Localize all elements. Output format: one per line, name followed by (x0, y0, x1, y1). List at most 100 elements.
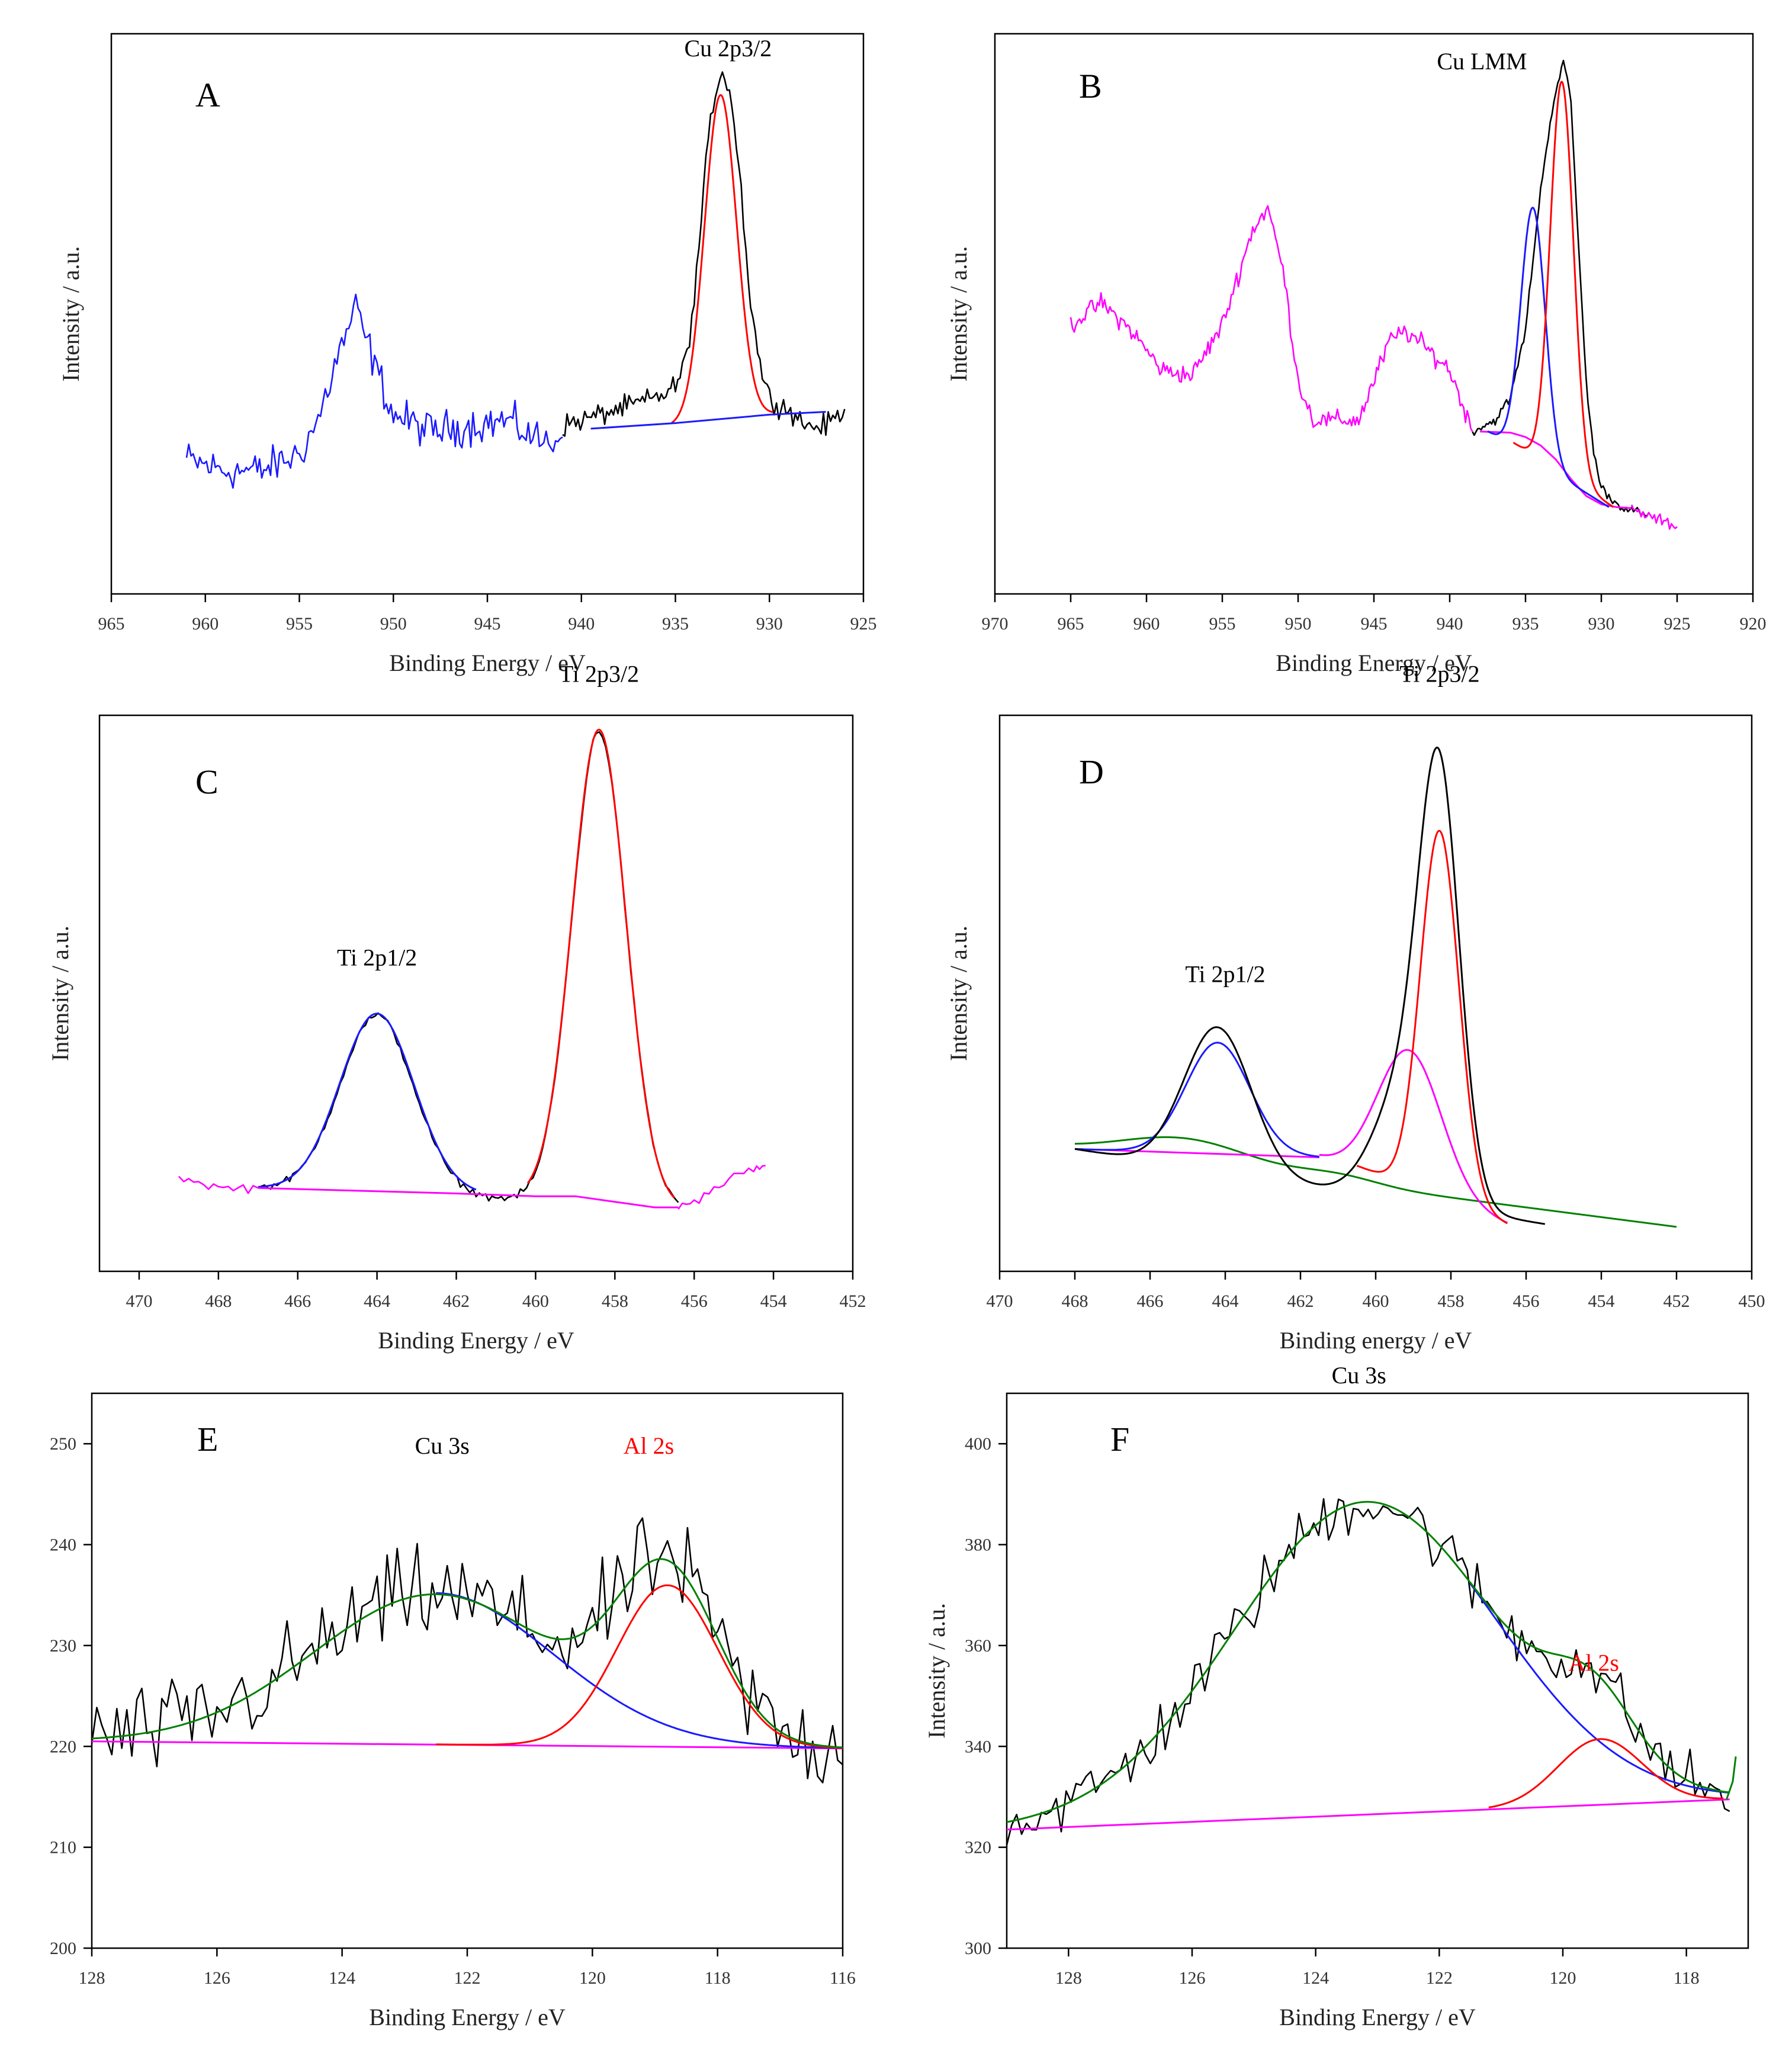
panel-d: 470 468 466 464 462 460 458 456 454 452 450 Binding… (945, 661, 1765, 1354)
x-tick-label: 460 (1363, 1291, 1389, 1311)
x-tick-label: 458 (602, 1291, 628, 1311)
x-tick-label: 965 (1058, 614, 1084, 634)
peak-annotation: Ti 2p3/2 (1399, 661, 1479, 687)
series-group (92, 1517, 843, 1784)
x-tick-label: 464 (364, 1291, 390, 1311)
series-background (590, 411, 826, 430)
series-background-green (1075, 1136, 1677, 1228)
x-tick-label: 466 (284, 1291, 311, 1311)
peak-annotation: Al 2s (624, 1432, 675, 1459)
plot-frame (98, 714, 854, 1273)
x-tick-label: 960 (1133, 614, 1160, 634)
series-extension-right (677, 1165, 766, 1210)
x-axis-label: Binding energy / eV (1280, 1327, 1472, 1354)
panel-f: 128 126 124 122 120 118 300 320 340 360 380 400 Bind… (923, 1362, 1749, 2030)
series-component-blue (1074, 1042, 1320, 1158)
x-tick-label: 925 (1664, 614, 1691, 634)
x-tick-label: 116 (830, 1968, 856, 1988)
panel-letter: D (1079, 753, 1104, 791)
chart-title: Cu LMM (1437, 48, 1527, 75)
x-tick-label: 468 (1062, 1291, 1088, 1311)
panel-letter: A (195, 76, 220, 114)
x-tick-label: 452 (1663, 1291, 1690, 1311)
series-survey (185, 293, 563, 489)
panel-letter: B (1079, 67, 1102, 105)
series-fit (671, 94, 774, 424)
x-tick-label: 458 (1438, 1291, 1465, 1311)
x-tick-label: 462 (443, 1291, 470, 1311)
y-tick-label: 400 (965, 1434, 991, 1454)
series-component-al (436, 1584, 843, 1749)
x-tick-label: 468 (205, 1291, 232, 1311)
x-tick-label: 128 (79, 1968, 105, 1988)
y-tick-label: 380 (965, 1535, 991, 1555)
x-axis-label: Binding Energy / eV (1279, 2004, 1476, 2030)
series-envelope (92, 1558, 843, 1749)
series-component-blue (258, 1013, 477, 1191)
y-tick-label: 340 (965, 1737, 991, 1756)
series-group (178, 728, 766, 1210)
x-tick-label: 925 (850, 614, 877, 634)
y-tick-label: 320 (965, 1838, 991, 1858)
series-measured (92, 1517, 843, 1784)
x-tick-label: 126 (1179, 1968, 1206, 1988)
x-tick-label: 965 (98, 614, 125, 634)
x-tick-label: 124 (1302, 1968, 1329, 1988)
series-measured (562, 71, 846, 437)
peak-annotation: Cu 3s (1332, 1362, 1386, 1389)
x-tick-label: 122 (1426, 1968, 1453, 1988)
x-tick-label: 464 (1212, 1291, 1239, 1311)
x-tick-label: 450 (1739, 1291, 1765, 1311)
y-tick-label: 200 (50, 1939, 76, 1958)
x-tick-label: 126 (204, 1968, 230, 1988)
series-group (1070, 59, 1678, 530)
x-axis-label: Binding Energy / eV (369, 2004, 566, 2030)
peak-annotation: Al 2s (1568, 1650, 1619, 1676)
series-component-cu (436, 1592, 843, 1749)
x-tick-label: 456 (1513, 1291, 1540, 1311)
y-tick-label: 210 (50, 1838, 76, 1858)
x-tick-label: 470 (987, 1291, 1013, 1311)
x-tick-label: 128 (1055, 1968, 1082, 1988)
peak-annotation: Ti 2p1/2 (1185, 961, 1265, 988)
x-tick-label: 470 (126, 1291, 152, 1311)
series-measured (1472, 59, 1648, 517)
x-tick-label: 945 (474, 614, 501, 634)
x-tick-label: 950 (380, 614, 407, 634)
y-tick-label: 240 (50, 1535, 76, 1555)
series-extension-left (178, 1175, 259, 1194)
x-axis-label: Binding Energy / eV (1276, 650, 1472, 676)
series-envelope (1007, 1500, 1730, 1823)
y-axis-label: Intensity / a.u. (945, 246, 972, 382)
y-tick-label: 220 (50, 1737, 76, 1756)
x-tick-label: 452 (840, 1291, 866, 1311)
x-tick-label: 122 (454, 1968, 481, 1988)
x-tick-label: 935 (1512, 614, 1539, 634)
series-tail (1630, 504, 1678, 530)
series-background (258, 1187, 679, 1209)
x-tick-label: 930 (756, 614, 783, 634)
panel-a: 965 960 955 950 945 940 935 930 925 Binding Energ… (57, 33, 877, 676)
y-axis-label: Intensity / a.u. (945, 926, 972, 1061)
series-component-cu (1469, 1583, 1730, 1794)
x-tick-label: 955 (286, 614, 313, 634)
panel-letter: F (1110, 1420, 1129, 1458)
panel-letter: C (195, 763, 219, 801)
x-tick-label: 970 (982, 614, 1009, 634)
peak-annotation: Cu 2p3/2 (685, 35, 772, 62)
series-component-red (1356, 830, 1508, 1225)
x-tick-label: 466 (1137, 1291, 1164, 1311)
series-tail (1726, 1756, 1737, 1800)
x-tick-label: 950 (1285, 614, 1312, 634)
x-tick-label: 120 (1550, 1968, 1576, 1988)
panel-c: 470 468 466 464 462 460 458 456 454 452 Binding En… (47, 661, 866, 1354)
x-tick-label: 935 (662, 614, 689, 634)
panel-e: 128 126 124 122 120 118 116 200 210 220 230 240 250 B… (50, 1392, 856, 2030)
series-component-red (526, 728, 675, 1199)
x-tick-label: 454 (1588, 1291, 1615, 1311)
series-envelope (1074, 746, 1546, 1225)
x-axis-label: Binding Energy / eV (389, 650, 586, 676)
x-axis-label: Binding Energy / eV (378, 1327, 574, 1354)
